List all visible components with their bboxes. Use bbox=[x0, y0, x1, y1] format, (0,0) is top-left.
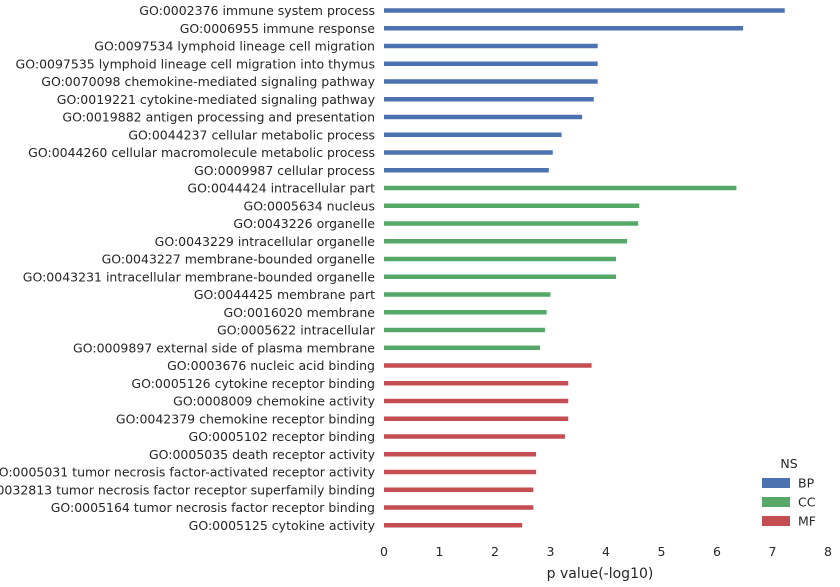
x-tick-label: 6 bbox=[713, 544, 721, 559]
category-label: GO:0019221 cytokine-mediated signaling p… bbox=[57, 92, 376, 107]
bar bbox=[384, 274, 616, 279]
bar bbox=[384, 345, 540, 350]
category-label: GO:0005031 tumor necrosis factor-activat… bbox=[0, 465, 376, 480]
bar bbox=[384, 43, 598, 49]
bar bbox=[384, 97, 594, 102]
bar bbox=[384, 398, 569, 404]
category-label: GO:0097535 lymphoid lineage cell migrati… bbox=[16, 56, 375, 71]
category-label: GO:0032813 tumor necrosis factor recepto… bbox=[0, 482, 375, 497]
category-label: GO:0019882 antigen processing and presen… bbox=[62, 110, 375, 125]
x-axis-title: p value(-log10) bbox=[547, 566, 654, 582]
legend-swatch bbox=[762, 478, 790, 488]
x-axis-ticks: 0 1 2 3 4 5 6 7 8 bbox=[380, 544, 832, 559]
bar bbox=[384, 310, 547, 315]
category-label: GO:0005102 receptor binding bbox=[189, 429, 375, 444]
category-label: GO:0006955 immune response bbox=[180, 21, 376, 36]
bar bbox=[384, 487, 534, 492]
category-label: GO:0009987 cellular process bbox=[194, 163, 375, 178]
category-label: GO:0003676 nucleic acid binding bbox=[167, 358, 375, 373]
bar bbox=[384, 203, 640, 208]
bar bbox=[384, 505, 534, 510]
bar bbox=[384, 185, 737, 191]
legend-swatch bbox=[762, 516, 790, 526]
bar bbox=[384, 381, 569, 386]
legend-title: NS bbox=[780, 456, 797, 471]
category-label: GO:0005164 tumor necrosis factor recepto… bbox=[51, 500, 375, 515]
bar bbox=[384, 256, 616, 262]
bar bbox=[384, 452, 537, 457]
x-tick-label: 5 bbox=[658, 544, 666, 559]
legend-label: CC bbox=[798, 495, 816, 510]
category-label: GO:0044237 cellular metabolic process bbox=[128, 127, 375, 142]
bar bbox=[384, 434, 565, 439]
x-tick-label: 4 bbox=[602, 544, 610, 559]
bar bbox=[384, 221, 639, 226]
category-label: GO:0043226 organelle bbox=[233, 216, 375, 231]
bar bbox=[384, 416, 569, 421]
x-tick-label: 7 bbox=[769, 544, 777, 559]
category-label: GO:0005622 intracellular bbox=[217, 323, 376, 338]
x-tick-label: 2 bbox=[491, 544, 499, 559]
bar bbox=[384, 168, 549, 173]
bar bbox=[384, 114, 583, 120]
legend-label: BP bbox=[798, 476, 815, 491]
bar bbox=[384, 132, 562, 137]
category-label: GO:0042379 chemokine receptor binding bbox=[116, 411, 375, 426]
bar bbox=[384, 363, 592, 368]
bar bbox=[384, 79, 598, 84]
bar bbox=[384, 523, 523, 528]
category-label: GO:0097534 lymphoid lineage cell migrati… bbox=[94, 39, 375, 54]
category-label: GO:0043231 intracellular membrane-bounde… bbox=[23, 269, 376, 284]
bar bbox=[384, 239, 628, 244]
category-label: GO:0044260 cellular macromolecule metabo… bbox=[28, 145, 375, 160]
bar bbox=[384, 150, 553, 155]
legend-swatch bbox=[762, 497, 790, 507]
category-labels: GO:0002376 immune system process GO:00069… bbox=[0, 3, 376, 533]
x-tick-label: 1 bbox=[436, 544, 444, 559]
bar bbox=[384, 61, 598, 66]
category-label: GO:0070098 chemokine-mediated signaling … bbox=[41, 74, 375, 89]
legend-label: MF bbox=[798, 514, 816, 529]
category-label: GO:0005125 cytokine activity bbox=[189, 518, 376, 533]
bar bbox=[384, 292, 551, 297]
category-label: GO:0043227 membrane-bounded organelle bbox=[102, 252, 376, 267]
bar bbox=[384, 327, 545, 333]
bar bbox=[384, 26, 744, 31]
bars-group bbox=[384, 8, 785, 528]
category-label: GO:0002376 immune system process bbox=[139, 3, 375, 18]
x-tick-label: 8 bbox=[824, 544, 832, 559]
bar bbox=[384, 8, 785, 13]
x-tick-label: 3 bbox=[547, 544, 555, 559]
category-label: GO:0044425 membrane part bbox=[194, 287, 375, 302]
category-label: GO:0008009 chemokine activity bbox=[173, 394, 375, 409]
legend: NS BP CC MF bbox=[762, 456, 816, 529]
category-label: GO:0016020 membrane bbox=[223, 305, 375, 320]
category-label: GO:0043229 intracellular organelle bbox=[155, 234, 376, 249]
category-label: GO:0005035 death receptor activity bbox=[149, 447, 376, 462]
bar bbox=[384, 469, 537, 475]
x-tick-label: 0 bbox=[380, 544, 388, 559]
category-label: GO:0009897 external side of plasma membr… bbox=[73, 340, 375, 355]
category-label: GO:0005126 cytokine receptor binding bbox=[131, 376, 375, 391]
category-label: GO:0044424 intracellular part bbox=[187, 181, 375, 196]
category-label: GO:0005634 nucleus bbox=[244, 198, 375, 213]
